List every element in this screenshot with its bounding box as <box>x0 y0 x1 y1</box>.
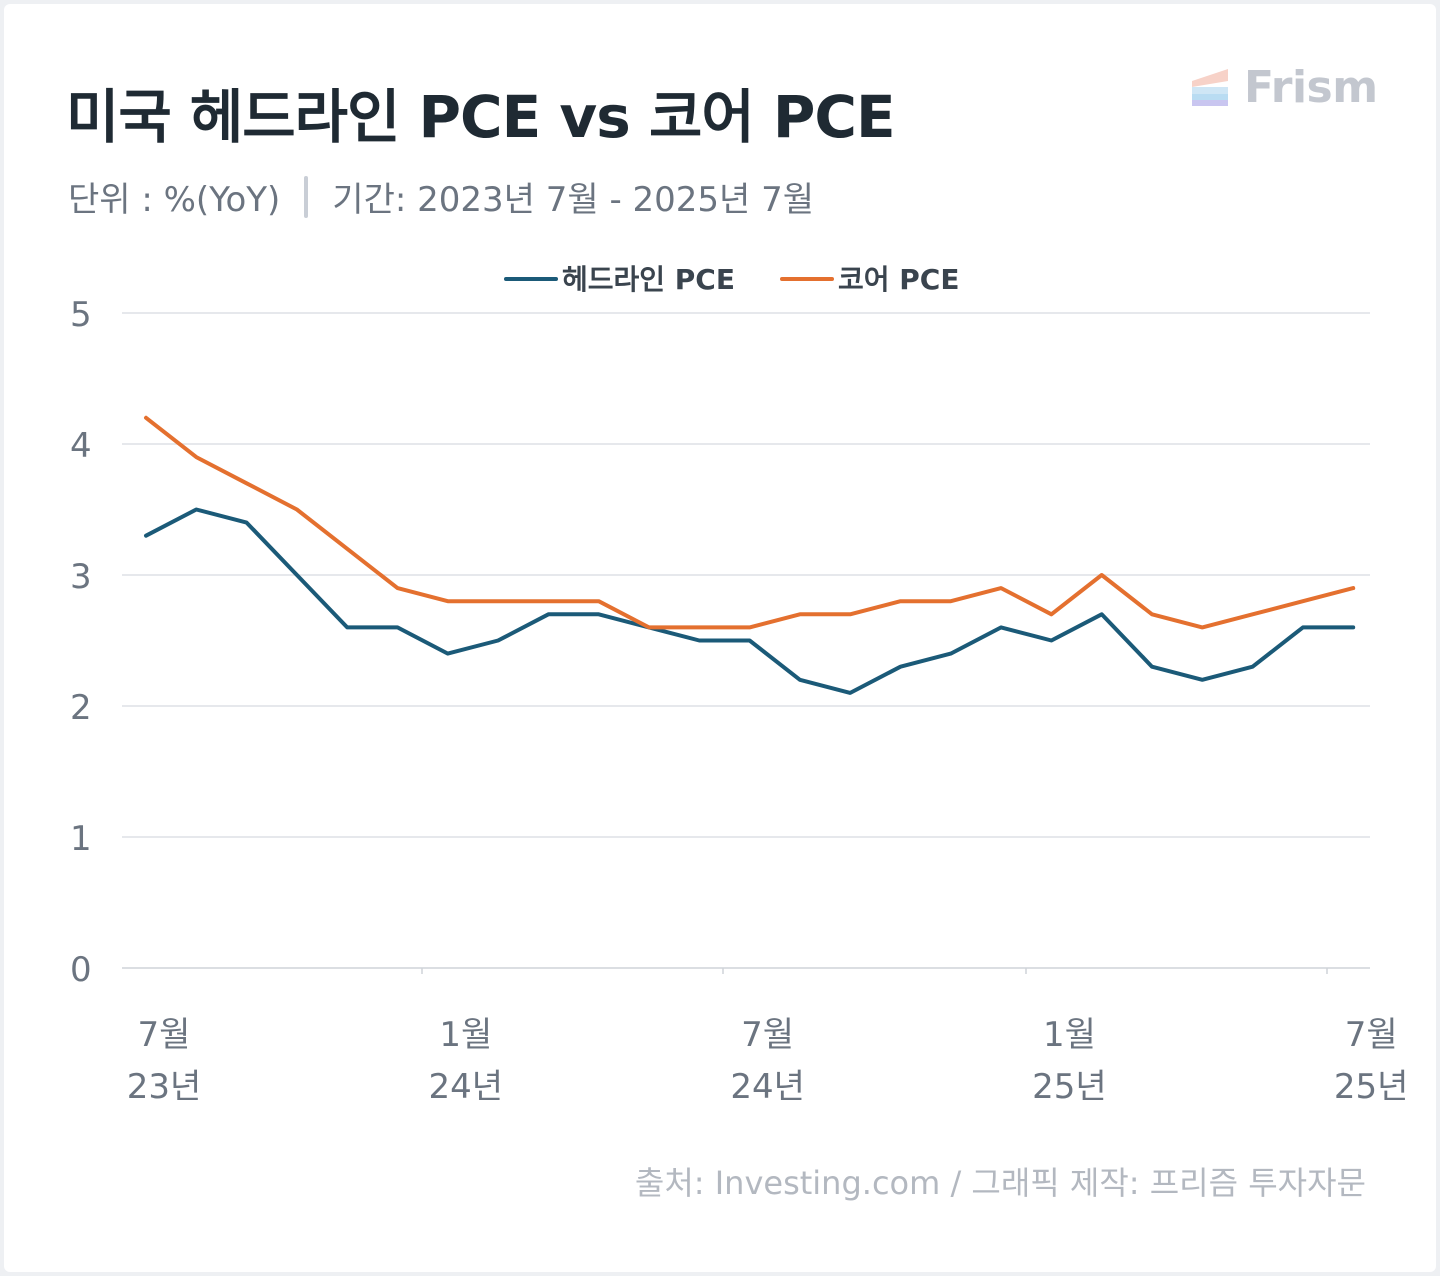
x-tick-label-year: 24년 <box>730 1067 805 1107</box>
legend-label: 코어 PCE <box>838 263 959 296</box>
x-tick-label-year: 25년 <box>1032 1067 1107 1107</box>
legend-label: 헤드라인 PCE <box>562 263 735 296</box>
y-tick-label: 5 <box>70 295 92 335</box>
x-tick-label-year: 23년 <box>127 1067 202 1107</box>
x-tick-label-month: 1월 <box>1043 1015 1096 1055</box>
x-tick-label-month: 7월 <box>138 1015 191 1055</box>
page-title: 미국 헤드라인 PCE vs 코어 PCE <box>66 83 896 151</box>
frism-logo-icon <box>1192 69 1228 106</box>
x-tick-label-year: 24년 <box>429 1067 504 1107</box>
unit-label: 단위 : %(YoY) <box>68 180 281 220</box>
subtitle-divider <box>304 175 309 218</box>
brand-logo: Frism <box>1190 61 1378 113</box>
x-tick-label-month: 7월 <box>741 1015 794 1055</box>
period-label: 기간: 2023년 7월 - 2025년 7월 <box>332 180 815 220</box>
y-tick-label: 0 <box>70 950 92 990</box>
chart-card <box>4 4 1436 1272</box>
y-tick-label: 1 <box>70 819 92 859</box>
y-tick-label: 4 <box>70 426 92 466</box>
x-tick-label-month: 7월 <box>1345 1015 1398 1055</box>
source-note: 출처: Investing.com / 그래픽 제작: 프리즘 투자자문 <box>634 1164 1366 1202</box>
brand-name: Frism <box>1244 61 1378 113</box>
y-tick-label: 3 <box>70 557 92 597</box>
x-tick-label-month: 1월 <box>439 1015 492 1055</box>
core-pce-line <box>144 415 1356 630</box>
y-tick-label: 2 <box>70 688 92 728</box>
x-tick-label-year: 25년 <box>1334 1067 1409 1107</box>
chart-subtitle: 단위 : %(YoY) 기간: 2023년 7월 - 2025년 7월 <box>68 172 814 221</box>
headline-pce-line <box>144 507 1356 695</box>
